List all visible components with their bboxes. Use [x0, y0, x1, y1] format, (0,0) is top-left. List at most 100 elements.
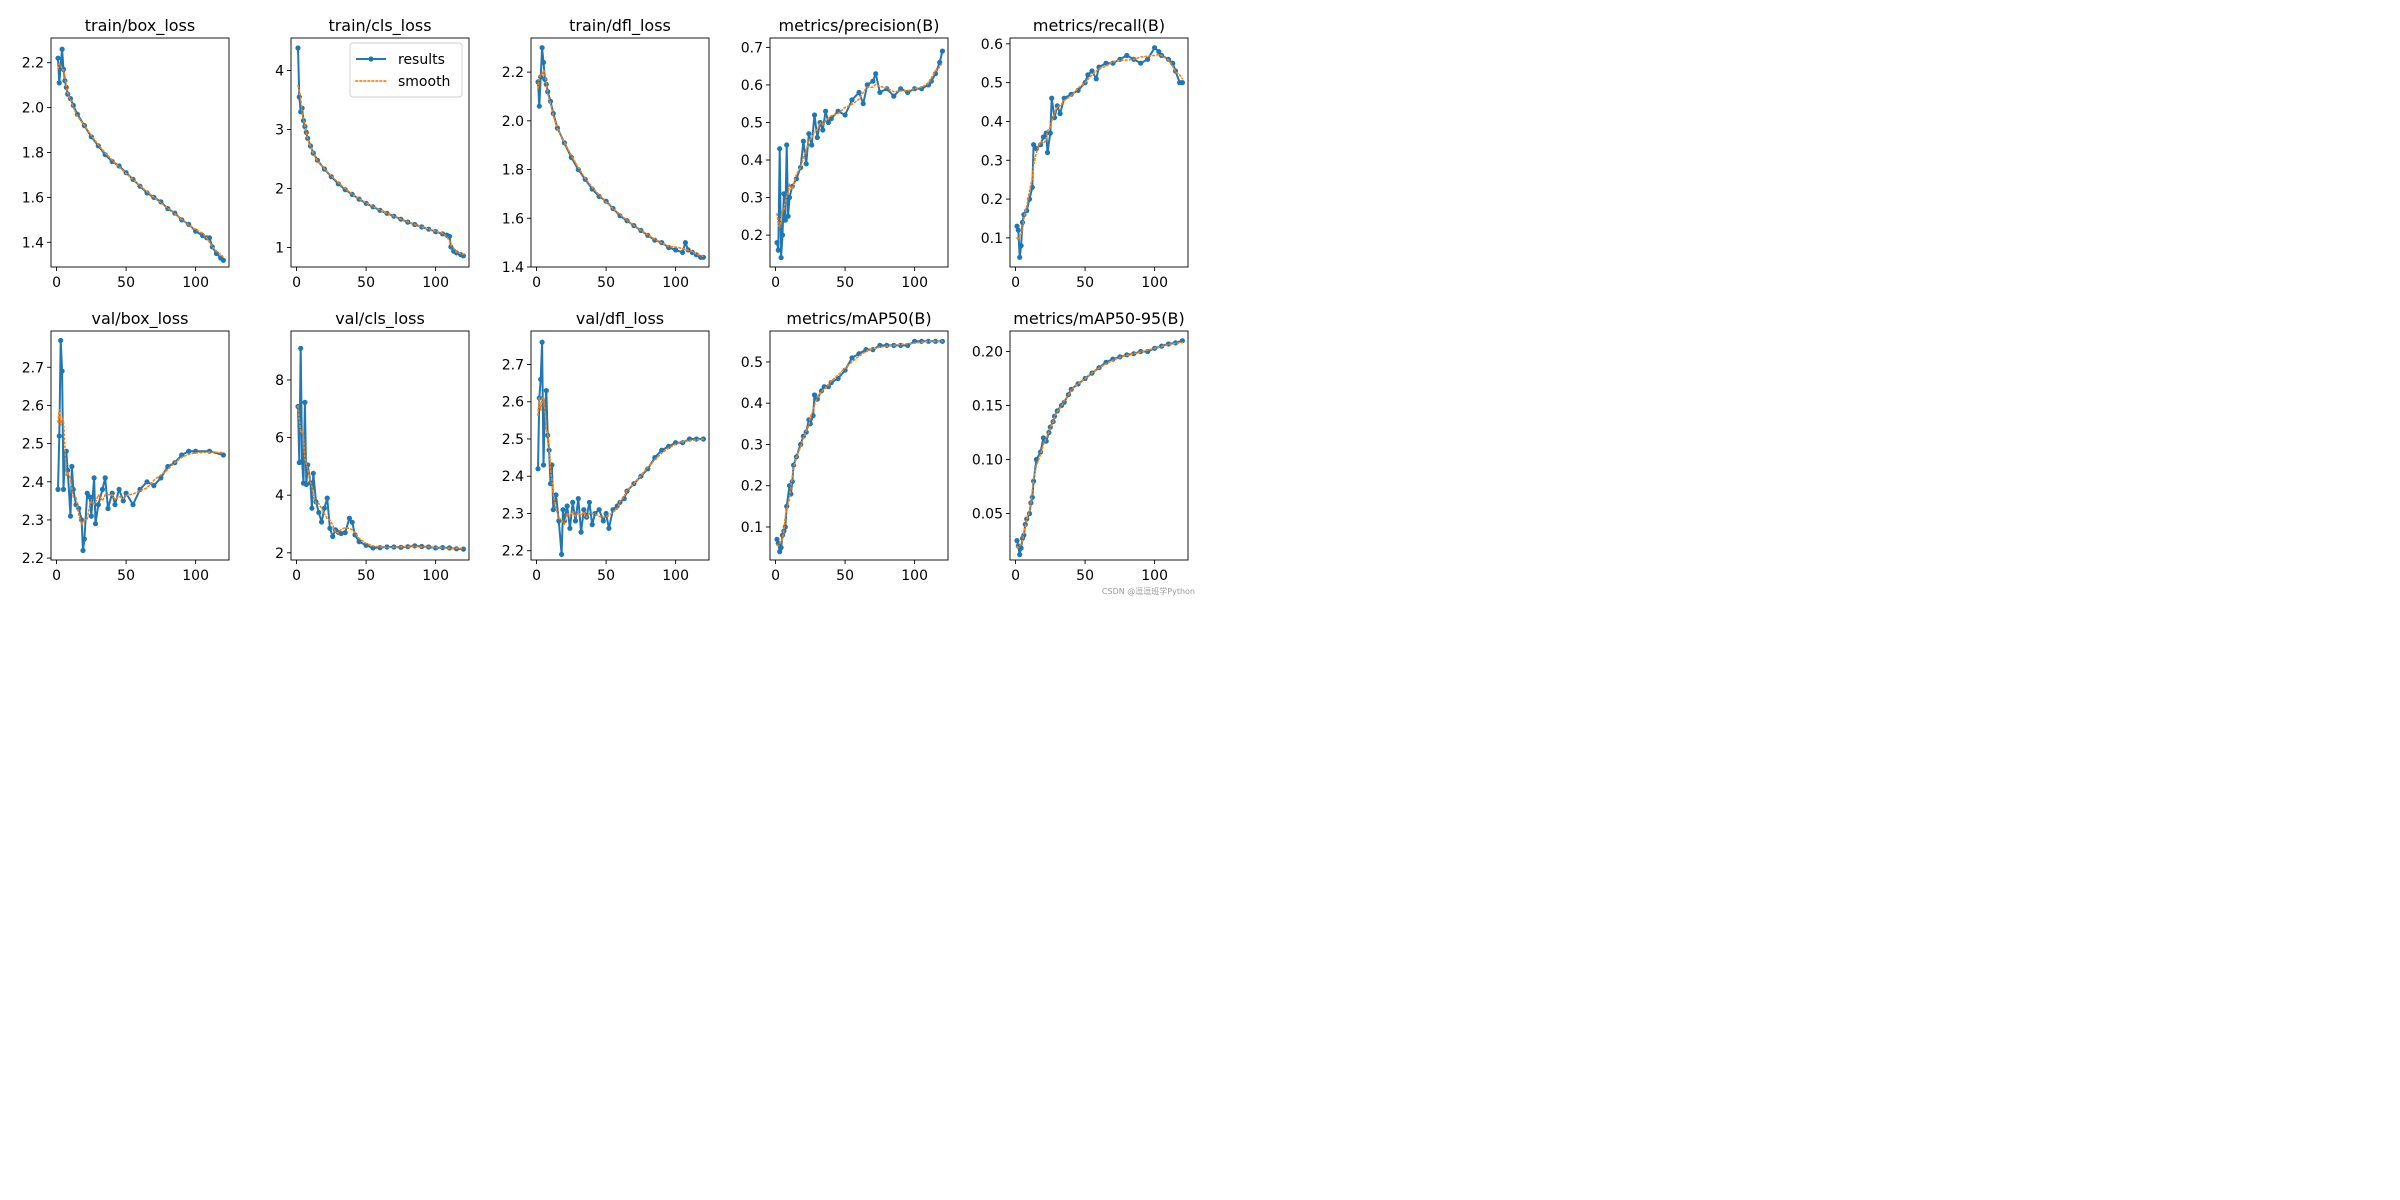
results-point: [682, 240, 689, 246]
smooth-line: [1016, 53, 1184, 242]
results-point: [803, 161, 809, 167]
results-point: [92, 521, 99, 527]
smooth-line: [776, 340, 944, 547]
results-point: [1019, 219, 1026, 225]
results-point: [535, 466, 541, 472]
x-tick-label: 50: [357, 275, 375, 291]
results-point: [877, 89, 883, 95]
axes-frame: [1009, 330, 1189, 561]
x-tick-label: 50: [1076, 275, 1094, 291]
legend: results smooth: [349, 42, 463, 98]
results-point: [87, 494, 93, 500]
y-tick-label: 0.10: [972, 453, 1003, 469]
y-tick-label: 2.4: [22, 475, 44, 491]
results-point: [925, 338, 932, 344]
results-point: [144, 479, 150, 485]
results-point: [842, 112, 848, 118]
results-point: [825, 119, 832, 126]
results-point: [352, 532, 358, 538]
results-point: [220, 452, 226, 458]
subplot-title: metrics/mAP50(B): [786, 309, 931, 328]
x-tick-label: 0: [292, 568, 301, 584]
subplot-title: metrics/precision(B): [779, 16, 940, 35]
results-point: [856, 89, 862, 95]
results-point: [811, 392, 818, 398]
results-point: [1054, 103, 1060, 109]
y-tick-label: 1.8: [22, 146, 44, 162]
results-point: [550, 507, 556, 513]
results-point: [849, 97, 855, 103]
results-point: [56, 80, 62, 86]
y-tick-label: 2: [275, 182, 284, 198]
axes-frame: [530, 37, 710, 268]
x-tick-label: 0: [1011, 568, 1020, 584]
results-point: [99, 486, 106, 492]
results-point: [1047, 130, 1053, 136]
results-point: [321, 505, 327, 511]
axes-frame: [50, 330, 230, 561]
y-tick-label: 1.4: [22, 235, 44, 251]
x-tick-label: 50: [117, 568, 135, 584]
x-tick-label: 100: [901, 568, 928, 584]
y-tick-label: 2: [275, 546, 284, 562]
x-tick-label: 100: [662, 568, 689, 584]
results-point: [349, 519, 355, 525]
results-point: [538, 376, 544, 382]
x-tick-label: 0: [771, 568, 780, 584]
results-point: [891, 93, 897, 99]
results-point: [782, 217, 788, 223]
y-tick-label: 0.6: [741, 78, 763, 94]
results-point: [870, 78, 876, 84]
results-point: [553, 492, 559, 498]
results-point: [1093, 76, 1099, 82]
results-point: [302, 399, 308, 405]
results-point: [105, 505, 111, 512]
results-point: [785, 213, 791, 219]
results-point: [680, 249, 686, 255]
results-point: [363, 542, 369, 548]
results-point: [116, 486, 122, 492]
results-point: [316, 509, 322, 516]
results-point: [91, 475, 97, 481]
results-point: [559, 551, 565, 558]
results-point: [860, 101, 866, 107]
results-point: [540, 462, 547, 468]
results-point: [95, 502, 101, 508]
y-tick-label: 4: [275, 488, 284, 504]
subplot-metrics-map50-95-b: metrics/mAP50-95(B) 0 50 100 0.05 0.10 0.15 0.2…: [972, 309, 1189, 584]
axes-frame: [769, 330, 949, 561]
x-tick-label: 50: [117, 275, 135, 291]
results-point: [60, 486, 67, 492]
results-point: [1018, 545, 1024, 551]
results-point: [578, 529, 584, 535]
y-tick-label: 0.3: [741, 437, 763, 453]
subplot-train-box-loss: train/box_loss 0 50 100 1.4 1.6 1.8 2.0 2.2: [22, 16, 230, 291]
results-point: [779, 232, 786, 238]
y-tick-label: 2.0: [502, 114, 524, 130]
results-point: [426, 226, 432, 232]
axes-frame: [530, 330, 710, 561]
results-point: [828, 116, 834, 122]
results-point: [586, 499, 593, 505]
y-tick-label: 0.20: [972, 345, 1003, 361]
y-tick-label: 6: [275, 431, 284, 447]
results-point: [540, 59, 547, 65]
results-point: [1156, 49, 1162, 55]
axes-frame: [769, 37, 949, 268]
results-point: [589, 522, 595, 528]
x-tick-label: 100: [901, 275, 928, 291]
y-tick-label: 0.7: [741, 40, 763, 56]
results-point: [825, 384, 832, 390]
results-point: [80, 547, 86, 554]
results-point: [811, 112, 818, 118]
results-point: [1017, 552, 1023, 558]
y-tick-label: 1.4: [502, 260, 524, 276]
y-tick-label: 2.3: [22, 513, 44, 529]
y-tick-label: 0.5: [741, 115, 763, 131]
results-point: [1017, 254, 1023, 260]
results-point: [206, 235, 213, 241]
x-tick-label: 100: [662, 275, 689, 291]
subplot-val-cls-loss: val/cls_loss 0 50 100 2 4 6 8: [275, 309, 470, 584]
results-point: [130, 502, 136, 508]
results-point: [898, 86, 904, 92]
